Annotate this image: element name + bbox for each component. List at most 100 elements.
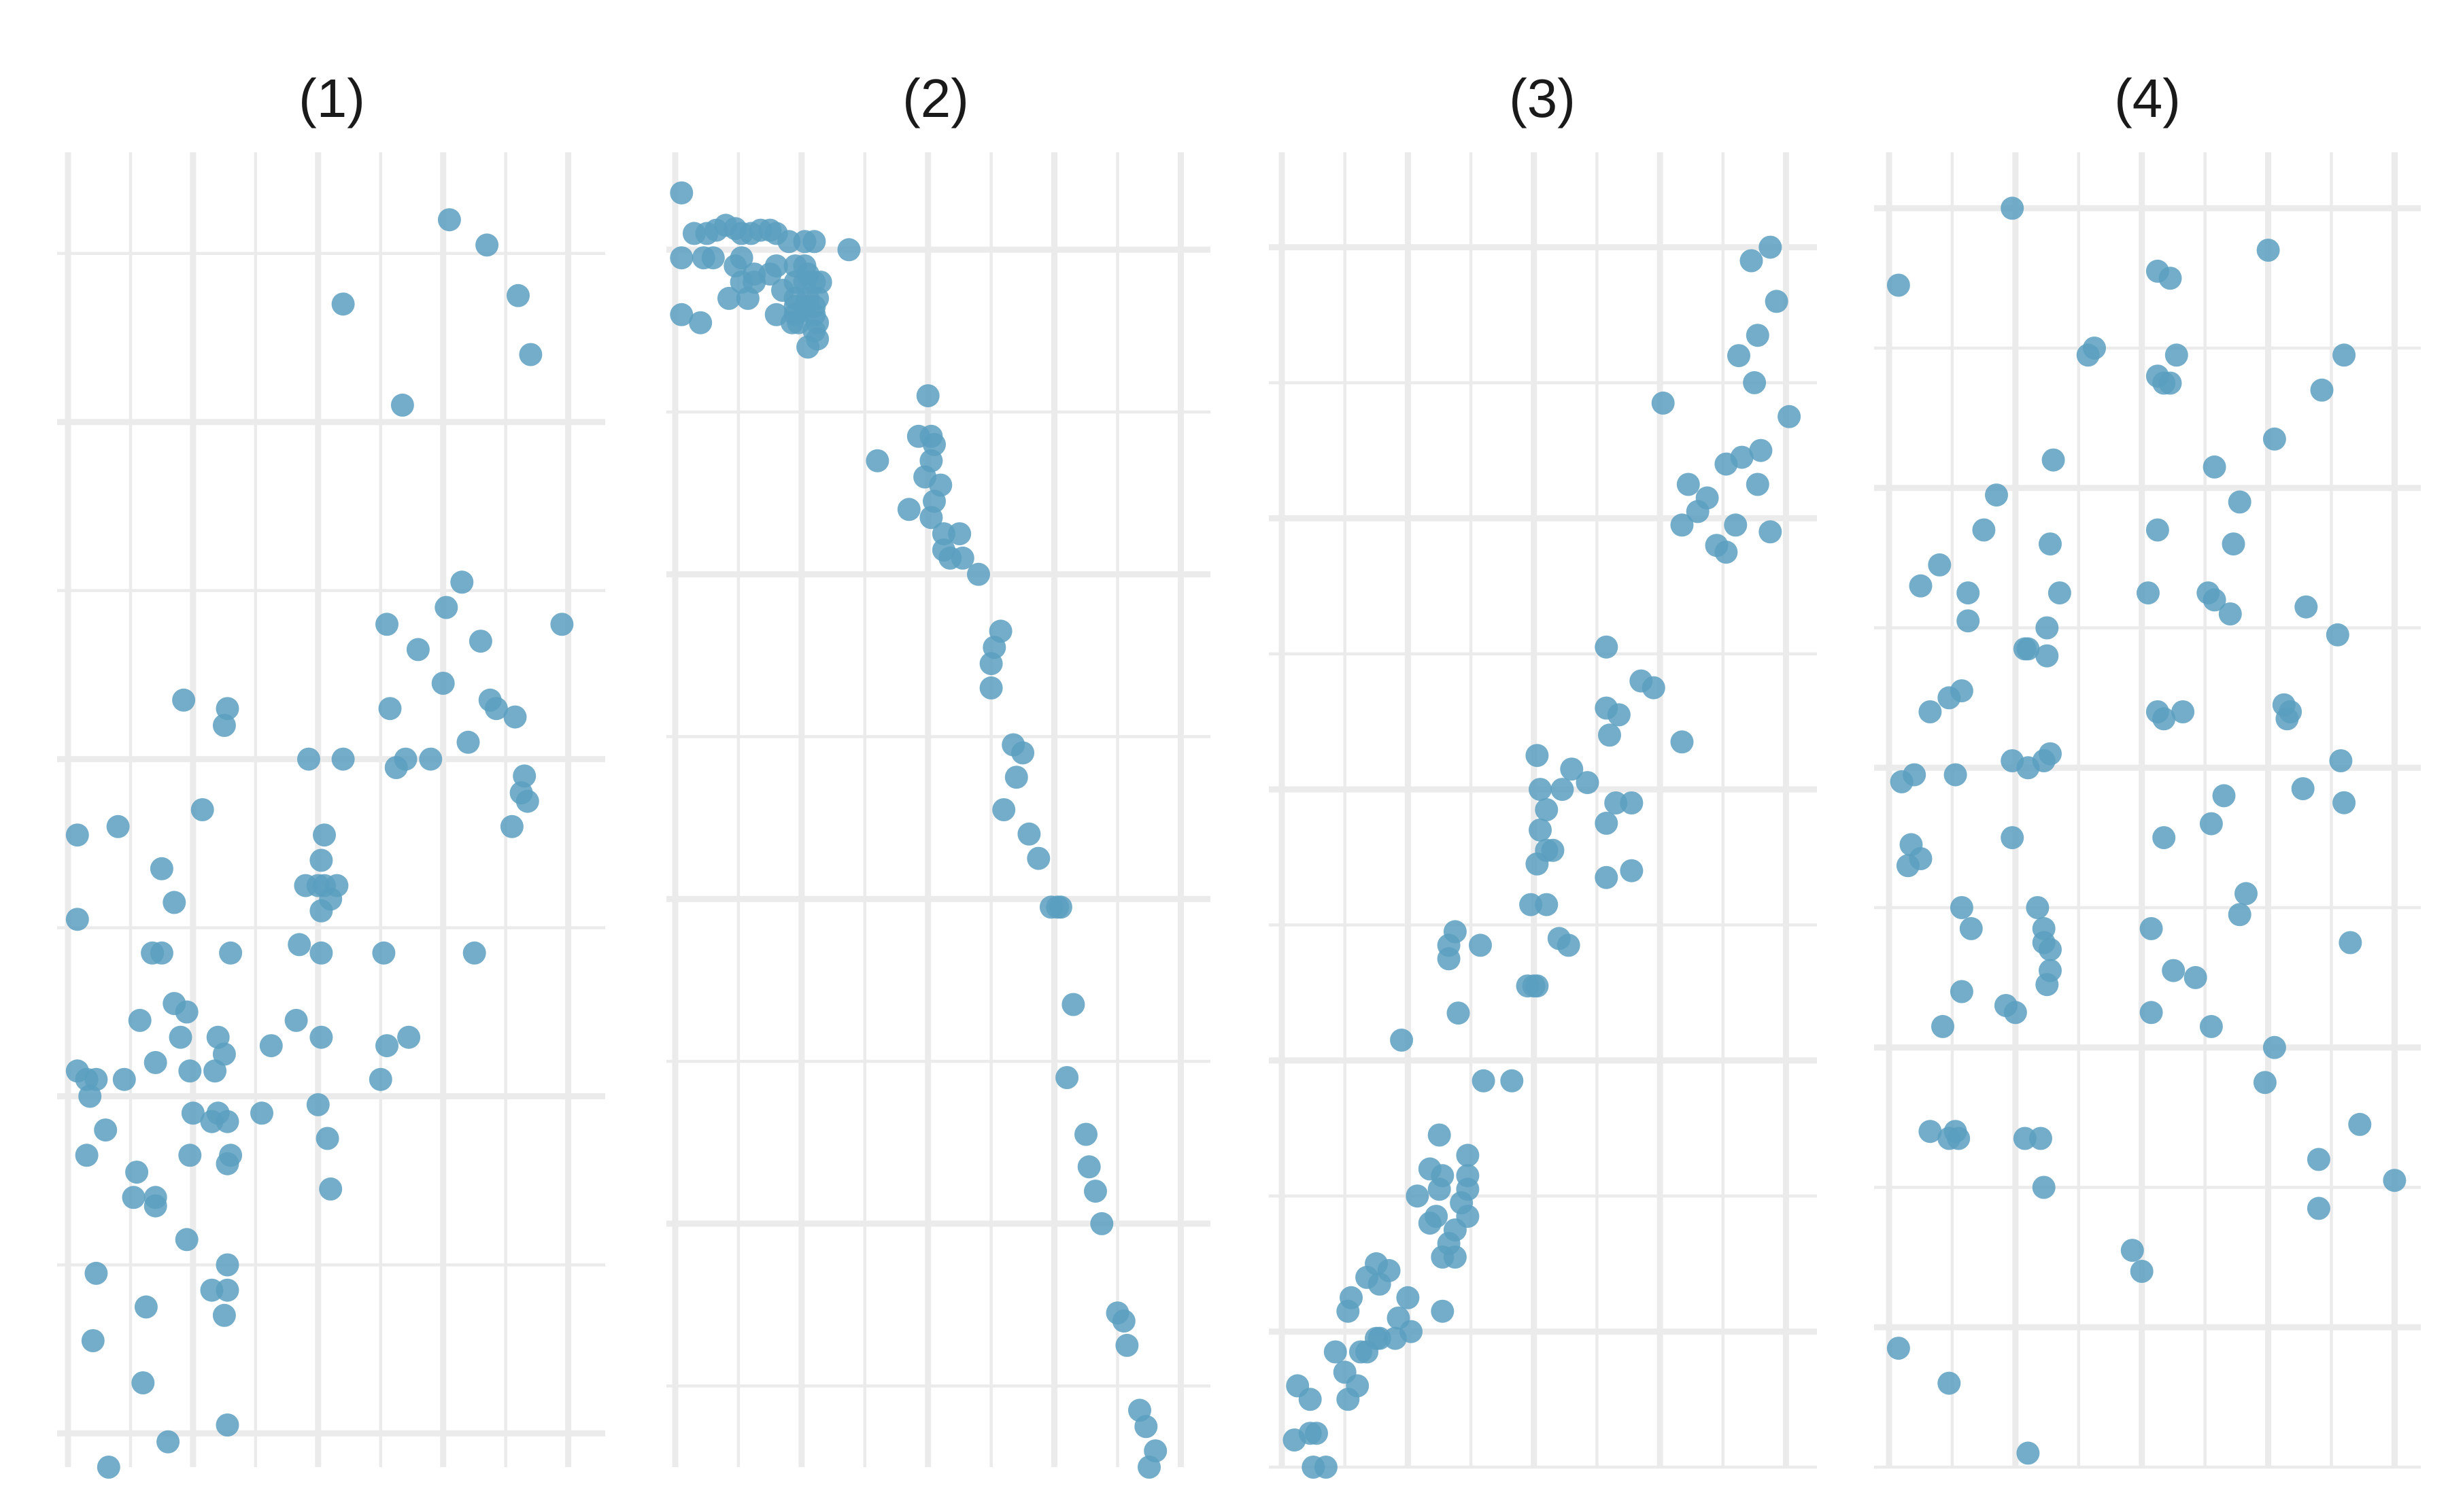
data-point <box>2026 896 2050 919</box>
data-point <box>2130 1260 2154 1283</box>
data-point <box>284 1008 308 1032</box>
data-point <box>1529 818 1552 842</box>
data-point <box>503 705 527 729</box>
data-point <box>65 908 89 931</box>
data-point <box>2262 1035 2286 1059</box>
data-point <box>515 789 539 813</box>
data-point <box>419 747 443 771</box>
data-point <box>1651 391 1675 415</box>
data-point <box>2228 490 2251 514</box>
data-point <box>1959 916 1983 940</box>
data-point <box>2183 965 2207 989</box>
data-point <box>1746 472 1769 496</box>
data-point <box>2152 826 2176 850</box>
data-point <box>309 1025 333 1049</box>
data-point <box>316 1127 339 1150</box>
data-point <box>2120 1239 2144 1262</box>
data-point <box>2310 378 2334 402</box>
data-point <box>1724 513 1748 537</box>
data-point <box>1115 1333 1139 1357</box>
data-point <box>2035 616 2059 640</box>
data-point <box>2199 1014 2223 1038</box>
data-point <box>1535 893 1559 916</box>
data-point <box>212 1042 236 1066</box>
data-point <box>156 1430 180 1454</box>
data-point <box>309 899 333 923</box>
data-point <box>1456 1164 1480 1188</box>
data-point <box>1367 1272 1391 1296</box>
data-point <box>1061 993 1085 1016</box>
data-point <box>81 1329 105 1352</box>
panel-2-title: (2) <box>902 68 969 128</box>
data-point <box>212 714 236 737</box>
data-point <box>1595 865 1618 889</box>
data-point <box>2001 196 2024 220</box>
data-point <box>2294 595 2318 619</box>
data-point <box>435 596 458 619</box>
data-point <box>2256 239 2280 262</box>
data-point <box>1084 1180 1107 1203</box>
data-point <box>802 230 826 254</box>
data-point <box>1282 1428 1306 1452</box>
data-point <box>1323 1340 1347 1364</box>
data-point <box>979 652 1003 676</box>
data-point <box>1525 852 1549 876</box>
data-point <box>796 335 820 359</box>
data-point <box>259 1034 283 1058</box>
data-point <box>1443 920 1467 944</box>
data-point <box>475 233 499 257</box>
data-point <box>313 823 336 847</box>
data-point <box>1749 439 1773 462</box>
data-point <box>507 284 530 307</box>
data-point <box>1758 520 1782 544</box>
data-point <box>2222 532 2245 556</box>
data-point <box>2158 267 2182 290</box>
data-point <box>125 1161 149 1184</box>
data-point <box>1425 1205 1448 1228</box>
data-point <box>78 1084 102 1108</box>
data-point <box>128 1008 152 1032</box>
data-point <box>550 613 574 636</box>
data-point <box>309 941 333 965</box>
data-point <box>1947 1127 1971 1150</box>
data-point <box>2307 1197 2330 1220</box>
data-point <box>1525 974 1549 998</box>
data-point <box>2139 1001 2163 1025</box>
data-point <box>97 1456 120 1479</box>
data-point <box>150 857 173 880</box>
data-point <box>178 1144 202 1167</box>
data-point <box>134 1295 158 1319</box>
data-point <box>1598 723 1621 747</box>
data-point <box>1595 635 1618 659</box>
data-point <box>736 286 760 310</box>
data-point <box>2039 532 2062 556</box>
data-point <box>1943 763 1967 787</box>
data-point <box>2137 581 2160 605</box>
data-point <box>2162 959 2186 982</box>
data-point <box>216 1152 239 1175</box>
data-point <box>1469 933 1492 957</box>
data-point <box>431 672 455 695</box>
data-point <box>1595 811 1618 835</box>
data-point <box>2262 427 2286 451</box>
data-point <box>992 798 1016 821</box>
data-point <box>212 1303 236 1327</box>
data-point <box>916 384 940 408</box>
data-point <box>1918 700 1942 723</box>
data-point <box>181 1101 205 1125</box>
data-point <box>319 1177 343 1201</box>
data-point <box>456 730 480 754</box>
data-point <box>1778 405 1801 428</box>
data-point <box>806 311 830 334</box>
data-point <box>297 747 320 771</box>
data-point <box>2171 700 2195 723</box>
data-point <box>163 891 186 914</box>
data-point <box>2158 371 2182 395</box>
data-point <box>369 1067 392 1091</box>
data-point <box>1090 1212 1114 1235</box>
data-point <box>1560 757 1584 781</box>
data-point <box>2275 707 2299 731</box>
data-point <box>2145 518 2169 542</box>
data-point <box>406 638 430 662</box>
data-point <box>372 941 396 965</box>
